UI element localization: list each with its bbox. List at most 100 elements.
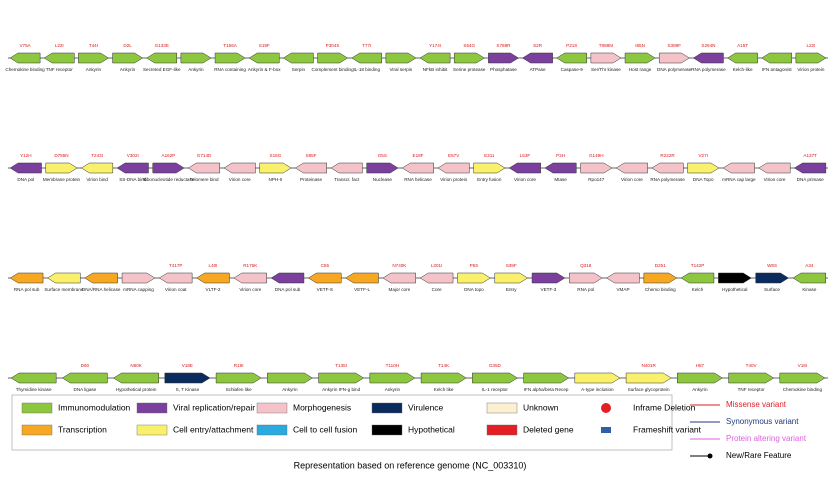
variant-label: P304S — [326, 43, 340, 48]
gene-function: IFN alpha/beta Recep — [524, 387, 569, 392]
gene-arrow — [472, 372, 518, 384]
gene-function: Ser/Thr kinase — [591, 67, 621, 72]
variant-label: N60K — [130, 363, 142, 368]
gene-arrow — [419, 52, 451, 64]
gene-arrow — [755, 272, 789, 284]
variant-label: R176K — [243, 263, 258, 268]
legend-marker — [371, 402, 403, 414]
legend-label: Transcription — [58, 424, 107, 434]
gene-function: Caspase-9 — [561, 67, 584, 72]
gene-function: Kinase — [802, 287, 816, 292]
gene-arrow — [580, 162, 613, 174]
gene-function: Ankyrin — [385, 387, 401, 392]
gene-function: DNA pol — [17, 177, 34, 182]
gene-function: Virion core — [229, 177, 251, 182]
gene-function: RNA pol — [577, 287, 594, 292]
gene-function: Ankyrin & F-box — [248, 67, 281, 72]
gene-function: Ribonucleotide reductase — [143, 177, 195, 182]
gene-arrow — [677, 372, 723, 384]
legend-marker — [136, 402, 168, 414]
gene-arrow — [401, 162, 434, 174]
gene-arrow — [10, 372, 57, 384]
gene-arrow — [248, 52, 280, 64]
gene-arrow — [569, 272, 603, 284]
legend-marker — [371, 424, 403, 436]
gene-function: Ankyrin — [120, 67, 136, 72]
gene-function: VETF-3 — [541, 287, 557, 292]
gene-function: Membrane protein — [43, 177, 81, 182]
variant-label: V302I — [127, 153, 139, 158]
gene-function: Viral serpin — [389, 67, 412, 72]
variant-label: T77I — [362, 43, 371, 48]
gene-arrow — [687, 162, 720, 174]
legend-label: New/Rare Feature — [726, 451, 792, 460]
gene-function: mRNA cap large — [722, 177, 756, 182]
variant-label: E57V — [448, 153, 460, 158]
gene-arrow — [45, 162, 78, 174]
gene-arrow — [80, 162, 114, 174]
gene-arrow — [758, 162, 791, 174]
gene-arrow — [61, 372, 108, 384]
gene-function: Ankyrin IFN-g bind — [322, 387, 360, 392]
gene-arrow — [556, 52, 588, 64]
variant-label: E311 — [484, 153, 495, 158]
gene-function: Host range — [629, 67, 652, 72]
gene-arrow — [116, 162, 149, 174]
gene-arrow — [718, 272, 752, 284]
gene-arrow — [267, 372, 313, 384]
gene-arrow — [651, 162, 684, 174]
variant-label: E18F — [413, 153, 424, 158]
legend-label: Virulence — [408, 402, 444, 412]
legend-marker — [136, 424, 168, 436]
gene-arrow — [643, 272, 678, 284]
gene-function: Virion core — [239, 287, 261, 292]
gene-function: Virion bind — [86, 177, 108, 182]
gene-function: Nuclease — [373, 177, 393, 182]
variant-label: N401R — [641, 363, 656, 368]
variant-label: T110H — [386, 363, 399, 368]
gene-arrow — [146, 52, 178, 64]
gene-function: VETF-L — [354, 287, 370, 292]
gene-arrow — [419, 272, 454, 284]
variant-label: G133E — [155, 43, 169, 48]
legend-label: Cell entry/attachment — [173, 424, 254, 434]
gene-arrow — [152, 162, 185, 174]
variant-label: T14K — [438, 363, 450, 368]
gene-arrow — [494, 272, 529, 284]
legend-label: Viral replication/repair — [173, 402, 255, 412]
gene-arrow — [473, 162, 506, 174]
variant-label: L301I — [431, 263, 443, 268]
gene-arrow — [330, 162, 363, 174]
caption: Representation based on reference genome… — [294, 460, 527, 470]
variant-label: T156A — [223, 43, 237, 48]
gene-function: Hypothetical — [722, 287, 747, 292]
gene-arrow — [47, 272, 81, 284]
legend-label: Deleted gene — [523, 424, 574, 434]
gene-function: Virion core — [514, 177, 536, 182]
gene-function: IFN antagonist — [762, 67, 793, 72]
variant-label: A137T — [803, 153, 817, 158]
legend-label: Frameshift variant — [633, 424, 702, 434]
variant-label: S788R — [496, 43, 511, 48]
gene-function: Telomere bind — [190, 177, 219, 182]
gene-arrow — [84, 272, 118, 284]
gene-arrow — [282, 52, 314, 64]
variant-label: W8S — [767, 263, 777, 268]
gene-arrow — [317, 52, 349, 64]
gene-function: Virion protein — [797, 67, 824, 72]
gene-arrow — [779, 372, 826, 384]
variant-label: D60 — [81, 363, 90, 368]
legend-marker — [486, 402, 518, 414]
gene-function: Serpin — [292, 67, 306, 72]
gene-arrow — [223, 162, 256, 174]
gene-function: Secreted EGF-like — [143, 67, 181, 72]
gene-arrow — [523, 372, 570, 384]
variant-label: S389F — [667, 43, 681, 48]
gene-arrow — [544, 162, 577, 174]
gene-arrow — [615, 162, 648, 174]
variant-label: R222R — [660, 153, 675, 158]
variant-label: T40V — [746, 363, 758, 368]
variant-label: T988M — [599, 43, 613, 48]
variant-label: A162P — [162, 153, 176, 158]
gene-function: Surface — [764, 287, 780, 292]
